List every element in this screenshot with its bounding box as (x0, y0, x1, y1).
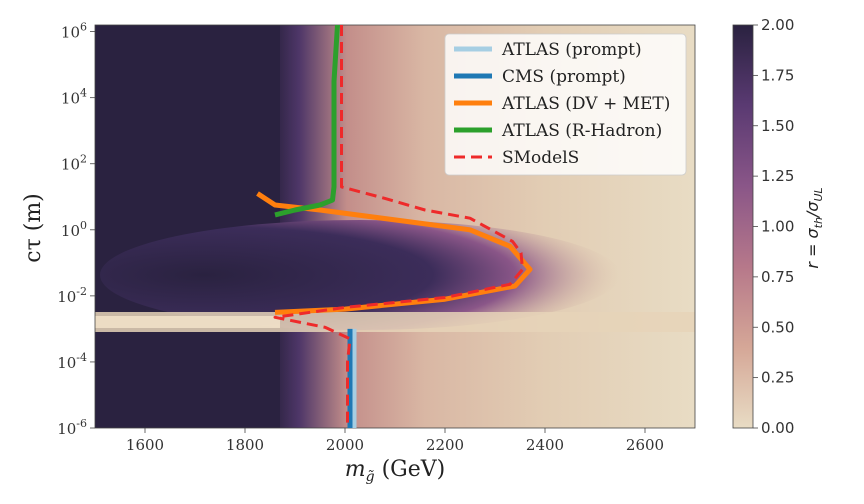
colorbar-gradient (732, 24, 754, 429)
series-line-atlas-r-hadron (274, 25, 340, 218)
x-tick-label: 2400 (526, 436, 564, 454)
y-axis: 106 104 102 100 10-2 10-4 10-6 (57, 21, 95, 438)
colorbar-ticks: 0.00 0.25 0.50 0.75 1.00 1.25 1.50 1.75 2.00 (753, 16, 794, 437)
heatmap-light-band-edge (95, 316, 280, 328)
colorbar-tick-label: 1.50 (761, 117, 794, 135)
colorbar-tick-label: 0.25 (761, 369, 794, 387)
x-tick-label: 1600 (126, 436, 164, 454)
y-tick-label: 10-2 (57, 285, 87, 306)
x-tick-label: 2000 (326, 436, 364, 454)
colorbar-tick-label: 0.75 (761, 268, 794, 286)
x-axis: 1600 1800 2000 2200 2400 2600 (126, 428, 664, 454)
colorbar (732, 24, 754, 429)
colorbar-tick-label: 2.00 (761, 16, 794, 34)
x-tick-label: 2600 (626, 436, 664, 454)
series-line-smodels (273, 25, 524, 428)
x-tick-label: 1800 (226, 436, 264, 454)
plot-frame (94, 24, 696, 429)
colorbar-tick-label: 0.50 (761, 318, 794, 336)
legend-box (444, 33, 687, 176)
series-layer (256, 25, 533, 428)
colorbar-tick-label: 0.00 (761, 419, 794, 437)
y-axis-title: cτ (m) (21, 193, 46, 263)
x-tick-label: 2200 (426, 436, 464, 454)
legend-label: CMS (prompt) (502, 67, 626, 87)
y-tick-label: 104 (61, 87, 87, 108)
colorbar-tick-label: 1.75 (761, 66, 794, 84)
colorbar-tick-label: 1.25 (761, 167, 794, 185)
legend-label: ATLAS (prompt) (501, 40, 642, 60)
y-tick-label: 10-6 (57, 417, 87, 438)
colorbar-tick-label: 1.00 (761, 218, 794, 236)
legend-label: ATLAS (R-Hadron) (501, 121, 662, 141)
y-tick-label: 10-4 (57, 351, 87, 372)
x-axis-title: mg̃ (GeV) (345, 457, 445, 485)
colorbar-title: r = σth/σUL (803, 187, 825, 268)
y-tick-label: 106 (61, 21, 87, 42)
legend: ATLAS (prompt) CMS (prompt) ATLAS (DV + ME… (444, 33, 687, 176)
y-tick-label: 100 (61, 219, 87, 240)
legend-label: ATLAS (DV + MET) (501, 94, 670, 114)
legend-label: SModelS (502, 148, 579, 168)
heatmap-sensitive-tongue (100, 220, 620, 330)
y-tick-label: 102 (61, 153, 87, 174)
